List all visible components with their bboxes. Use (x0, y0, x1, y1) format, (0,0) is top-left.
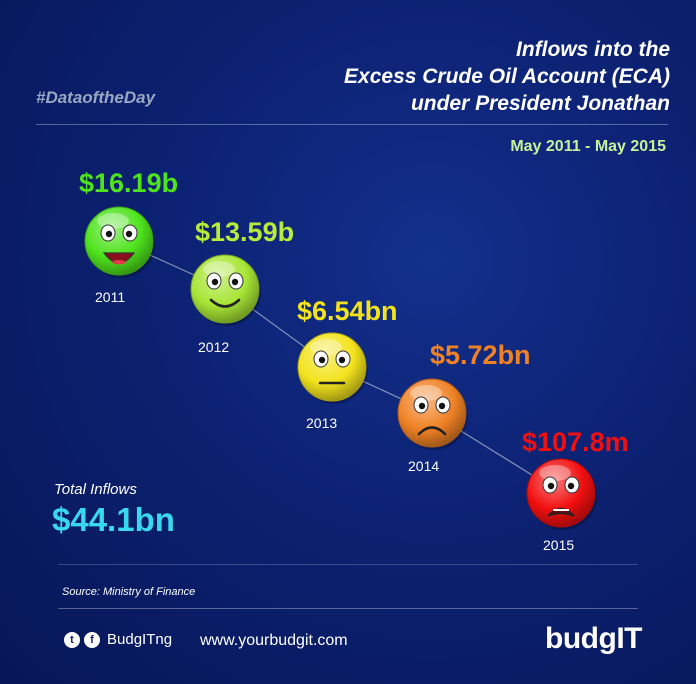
twitter-icon[interactable]: t (64, 631, 80, 648)
title-line-3: under President Jonathan (410, 92, 670, 115)
brand-logo: budgIT (545, 622, 642, 655)
footer-divider (58, 608, 638, 609)
value-label-2014: $5.72bn (430, 340, 531, 370)
value-label-2013: $6.54bn (297, 296, 398, 326)
emoji-face-2011 (84, 206, 154, 276)
hashtag: #DataoftheDay (36, 88, 156, 107)
emoji-mouth (209, 298, 241, 308)
source-note: Source: Ministry of Finance (62, 586, 196, 598)
website-link[interactable]: www.yourbudgit.com (200, 632, 348, 649)
total-inflows-label: Total Inflows (54, 481, 137, 498)
year-label-2013: 2013 (306, 415, 337, 431)
year-label-2014: 2014 (408, 458, 439, 474)
value-label-2011: $16.19b (79, 168, 178, 198)
page-title: Inflows into the Excess Crude Oil Accoun… (344, 36, 670, 117)
emoji-point-2015 (526, 458, 597, 530)
emoji-point-2011 (84, 206, 155, 278)
emoji-pupil (338, 356, 346, 364)
emoji-face-2015 (526, 458, 596, 528)
emoji-pupil (567, 482, 575, 490)
title-line-2: Excess Crude Oil Account (ECA) (344, 65, 670, 88)
emoji-point-2012 (190, 254, 261, 326)
year-label-2011: 2011 (95, 289, 125, 305)
emoji-point-2013 (297, 332, 368, 404)
emoji-pupil (231, 278, 239, 286)
emoji-tongue (111, 260, 127, 265)
emoji-pupil (318, 356, 326, 364)
emoji-face-2013 (297, 332, 367, 402)
emoji-point-2014 (397, 378, 468, 450)
year-label-2012: 2012 (198, 339, 229, 355)
title-line-1: Inflows into the (516, 38, 670, 61)
emoji-pupil (418, 402, 426, 410)
social-handle-text: BudgITng (107, 631, 173, 648)
emoji-pupil (211, 278, 219, 286)
period-label: May 2011 - May 2015 (510, 138, 666, 155)
emoji-pupil (105, 230, 113, 238)
total-inflows-value: $44.1bn (52, 501, 175, 538)
social-handle[interactable]: t f BudgITng (64, 631, 172, 648)
header-divider (36, 124, 668, 125)
chart-divider (58, 564, 638, 565)
year-label-2015: 2015 (543, 537, 574, 553)
emoji-face-2012 (190, 254, 260, 324)
emoji-pupil (125, 230, 133, 238)
emoji-pupil (438, 402, 446, 410)
emoji-pupil (547, 482, 555, 490)
facebook-icon[interactable]: f (84, 631, 100, 648)
emoji-mouth (417, 426, 447, 436)
value-label-2012: $13.59b (195, 217, 294, 247)
emoji-face-2014 (397, 378, 467, 448)
value-label-2015: $107.8m (522, 427, 629, 457)
